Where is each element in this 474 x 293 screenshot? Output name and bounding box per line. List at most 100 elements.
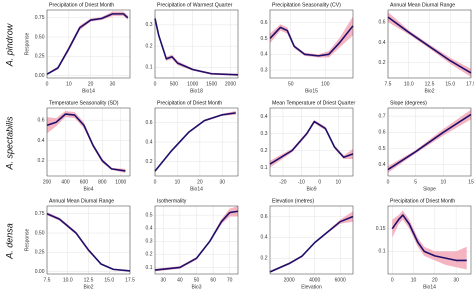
- x-tick-label: 0: [154, 179, 157, 185]
- x-axis-label: Bio9: [306, 186, 316, 192]
- y-tick-label: 0.6: [379, 130, 386, 136]
- x-tick-label: 15.0: [445, 81, 455, 87]
- x-tick-label: 7.5: [385, 81, 392, 87]
- x-tick-label: 1000: [187, 81, 198, 87]
- response-line: [391, 214, 467, 262]
- y-tick-label: 0.1: [146, 65, 153, 71]
- y-tick-label: 0.4: [261, 52, 268, 58]
- response-line: [269, 25, 354, 57]
- plot-frame: [269, 107, 354, 177]
- x-tick-label: 20: [432, 277, 438, 283]
- row-label: A. densa: [4, 223, 14, 260]
- x-tick-label: 10: [175, 179, 181, 185]
- confidence-band: [270, 211, 353, 273]
- x-tick-label: 0: [387, 179, 390, 185]
- y-tick-label: 0.25: [35, 250, 45, 256]
- x-tick-label: 0: [318, 179, 321, 185]
- panel-title: Slope (degrees): [390, 100, 427, 106]
- x-tick-label: 40: [177, 277, 183, 283]
- y-tick-label: 0.75: [35, 211, 45, 217]
- panel-title: Precipitation of Warmest Quarter: [157, 2, 233, 8]
- x-tick-label: 0: [391, 277, 394, 283]
- y-tick-label: 0.4: [146, 226, 153, 232]
- x-axis-label: Bio15: [305, 88, 318, 94]
- x-tick-label: 30: [110, 81, 116, 87]
- y-tick-label: 0.3: [261, 131, 268, 137]
- plot-frame: [154, 9, 239, 79]
- x-axis-label: Elevation: [301, 284, 322, 290]
- y-tick-label: 0.4: [379, 162, 386, 168]
- panel-title: Temperature Seasonality (SD): [49, 100, 119, 106]
- y-tick-label: 0.2: [146, 252, 153, 258]
- y-tick-label: 0.6: [261, 20, 268, 26]
- y-tick-label: 0.1: [146, 265, 153, 271]
- plot-frame: [387, 107, 472, 177]
- y-tick-label: 0.3: [261, 67, 268, 73]
- x-tick-label: 10: [335, 179, 341, 185]
- x-tick-label: 12.5: [425, 81, 435, 87]
- y-tick-label: 0.00: [35, 73, 45, 79]
- x-tick-label: 10: [441, 179, 447, 185]
- y-tick-label: 0.6: [261, 214, 268, 220]
- response-line: [269, 120, 354, 165]
- x-tick-label: 15.0: [104, 277, 114, 283]
- y-tick-label: 0.6: [379, 20, 386, 26]
- y-tick-label: 0.3: [146, 239, 153, 245]
- confidence-band: [47, 11, 128, 75]
- x-tick-label: 0: [154, 81, 157, 87]
- response-line: [46, 212, 131, 272]
- y-tick-label: 0.5: [146, 212, 153, 218]
- x-tick-label: 400: [61, 179, 70, 185]
- x-axis-label: Bio4: [83, 186, 93, 192]
- response-line: [269, 215, 354, 273]
- plot-area: [270, 108, 353, 176]
- y-axis-label: Response: [24, 229, 30, 252]
- y-tick-label: 0.6: [38, 118, 45, 124]
- x-tick-label: 4000: [309, 277, 320, 283]
- x-axis-label: Bio14: [423, 284, 436, 290]
- x-tick-label: 2000: [284, 277, 295, 283]
- x-axis-label: Bio2: [83, 284, 93, 290]
- y-tick-label: 0.5: [379, 146, 386, 152]
- plot-frame: [154, 107, 239, 177]
- y-axis-label: Response: [24, 33, 30, 56]
- x-tick-label: 10: [66, 81, 72, 87]
- y-tick-label: 0.2: [146, 159, 153, 165]
- x-tick-label: 10: [411, 277, 417, 283]
- y-tick-label: 0.1: [379, 249, 386, 255]
- x-tick-label: 7.5: [44, 277, 51, 283]
- y-tick-label: 0.25: [35, 54, 45, 60]
- y-tick-label: 0.15: [376, 226, 386, 232]
- x-tick-label: 15: [468, 179, 474, 185]
- x-axis-label: Bio14: [190, 186, 203, 192]
- plot-frame: [46, 107, 131, 177]
- x-tick-label: 50: [288, 81, 294, 87]
- x-tick-label: 800: [98, 179, 107, 185]
- panel-title: Annual Mean Diurnal Range: [390, 2, 455, 8]
- x-tick-label: 30: [453, 277, 459, 283]
- x-tick-label: 10.0: [63, 277, 73, 283]
- response-line: [387, 16, 472, 74]
- x-axis-label: Bio3: [191, 284, 201, 290]
- x-tick-label: -10: [298, 179, 305, 185]
- x-axis-label: Bio2: [424, 88, 434, 94]
- row-label: A. spectabilis: [4, 116, 14, 171]
- response-line: [154, 18, 239, 76]
- response-line: [46, 113, 126, 172]
- x-tick-label: 12.5: [84, 277, 94, 283]
- y-tick-label: 0.1: [261, 165, 268, 171]
- y-tick-label: 0.4: [261, 114, 268, 120]
- x-tick-label: -20: [279, 179, 286, 185]
- plot-area: [270, 206, 353, 274]
- x-tick-label: 100: [321, 81, 330, 87]
- x-tick-label: 1000: [115, 179, 126, 185]
- y-tick-label: 0.2: [379, 60, 386, 66]
- x-tick-label: 70: [227, 277, 233, 283]
- x-tick-label: 17.5: [125, 277, 135, 283]
- x-tick-label: 5: [414, 179, 417, 185]
- x-tick-label: 17.5: [466, 81, 474, 87]
- response-line: [46, 13, 129, 75]
- x-axis-label: Slope: [423, 186, 436, 192]
- response-line: [154, 112, 236, 172]
- panel-title: Mean Temperature of Driest Quarter: [272, 100, 355, 106]
